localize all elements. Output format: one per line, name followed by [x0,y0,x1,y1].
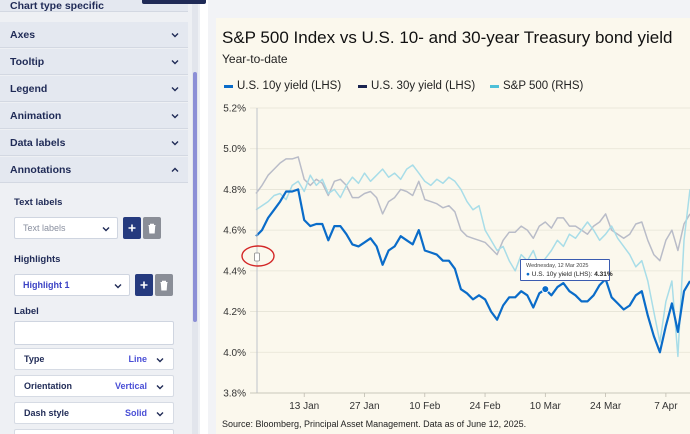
y-tick-label: 5.0% [223,144,246,155]
legend-label: U.S. 30y yield (LHS) [371,80,476,92]
x-tick-label: 24 Mar [590,401,622,412]
dash-style-value: Solid [125,408,147,418]
chart-source-note: Source: Bloomberg, Principal Asset Manag… [222,419,527,429]
label-heading: Label [14,306,39,317]
orientation-value: Vertical [114,381,147,391]
chevron-down-icon [171,87,179,92]
red-callout-circle [241,245,275,267]
dash-style-select[interactable]: Dash style Solid [14,402,174,424]
series-line-2 [255,164,690,358]
y-tick-label: 4.8% [223,185,246,196]
x-tick-label: 10 Feb [409,401,441,412]
accordion-label: Animation [10,109,62,122]
legend-swatch [490,84,499,88]
plus-icon [128,224,136,232]
legend-swatch [358,84,367,88]
text-labels-select[interactable]: Text labels [14,217,118,239]
series-line-0 [255,188,690,354]
add-highlight-button[interactable] [135,274,153,296]
type-value: Line [128,354,147,364]
legend-item-30y[interactable]: U.S. 30y yield (LHS) [358,80,475,92]
legend-item-10y[interactable]: U.S. 10y yield (LHS) [224,80,341,92]
text-labels-heading: Text labels [14,197,63,208]
highlight-selected-value: Highlight 1 [23,280,70,290]
chart-tooltip: Wednesday, 12 Mar 2025 ● U.S. 10y yield … [520,259,613,281]
tooltip-value-line: ● U.S. 10y yield (LHS): 4.31% [526,271,613,278]
y-tick-label: 3.8% [223,389,246,400]
accordion-chart-type-specific[interactable]: Chart type specific [0,0,188,12]
text-labels-placeholder: Text labels [23,223,66,233]
series-layer [255,156,690,358]
add-text-label-button[interactable] [123,217,141,239]
accordion-label: Axes [10,28,36,41]
legend-label: U.S. 10y yield (LHS) [237,80,342,92]
x-tick-label: 7 Apr [654,401,678,412]
chevron-down-icon [171,60,179,65]
type-select[interactable]: Type Line [14,348,174,370]
x-tick-label: 10 Mar [530,401,562,412]
panel-scrollbar[interactable] [192,0,198,434]
chevron-up-icon [171,167,179,172]
highlights-heading: Highlights [14,254,61,265]
tooltip-date: Wednesday, 12 Mar 2025 [526,263,589,269]
chevron-down-icon [156,412,164,417]
accordion-tooltip[interactable]: Tooltip [0,49,188,75]
label-input[interactable] [14,321,174,345]
accordion-axes[interactable]: Axes [0,22,188,48]
accordion-data-labels[interactable]: Data labels [0,130,188,156]
next-property-row[interactable] [14,429,174,434]
chevron-down-icon [156,358,164,363]
y-tick-label: 4.4% [223,266,246,277]
series-line-1 [255,156,690,262]
accordion-legend[interactable]: Legend [0,76,188,102]
y-tick-label: 4.0% [223,348,246,359]
chevron-down-icon [102,227,110,232]
accordion-label: Data labels [10,136,66,149]
chevron-down-icon [171,114,179,119]
delete-highlight-button[interactable] [155,274,173,296]
chart-subtitle: Year-to-date [222,52,288,66]
accordion-label: Annotations [10,163,72,176]
legend-label: S&P 500 (RHS) [503,80,584,92]
tooltip-value: 4.31% [594,271,613,278]
x-tick-label: 13 Jan [289,401,319,412]
accordion-label: Tooltip [10,55,45,68]
chevron-down-icon [114,284,122,289]
accordion-annotations[interactable]: Annotations [0,157,188,183]
annotation-layer [241,108,550,393]
chevron-down-icon [156,385,164,390]
chart-title: S&P 500 Index vs U.S. 10- and 30-year Tr… [222,28,673,47]
legend-item-sp500[interactable]: S&P 500 (RHS) [490,80,583,92]
axis-layer: 3.8% 4.0% 4.2% 4.4% 4.6% 4.8% 5.0% 5.2% 13 Jan 27… [223,104,690,412]
dash-style-label: Dash style [24,408,70,418]
trash-icon [160,280,168,290]
active-tab-indicator [142,0,206,4]
accordion-label: Legend [10,82,48,95]
chevron-down-icon [171,33,179,38]
tooltip-point-marker [541,285,550,294]
tooltip-series: U.S. 10y yield (LHS): [531,271,593,278]
accordion-label: Chart type specific [10,0,104,12]
grid-layer [250,107,690,394]
panel-scrollbar-thumb[interactable] [193,72,197,322]
annotation-drag-handle [254,252,260,262]
chevron-down-icon [171,141,179,146]
x-tick-label: 24 Feb [469,401,501,412]
highlight-select[interactable]: Highlight 1 [14,274,130,296]
y-tick-label: 4.6% [223,226,246,237]
y-tick-label: 5.2% [223,104,246,115]
chart-settings-panel: Chart type specific Axes Tooltip Legend … [0,0,200,434]
trash-icon [148,223,156,233]
y-tick-label: 4.2% [223,307,246,318]
legend-swatch [224,84,233,88]
orientation-select[interactable]: Orientation Vertical [14,375,174,397]
type-label: Type [24,354,45,364]
accordion-animation[interactable]: Animation [0,103,188,129]
orientation-label: Orientation [24,381,73,391]
x-tick-label: 27 Jan [349,401,379,412]
settings-scroll-area: Chart type specific Axes Tooltip Legend … [0,0,192,434]
delete-text-label-button[interactable] [143,217,161,239]
plus-icon [140,281,148,289]
